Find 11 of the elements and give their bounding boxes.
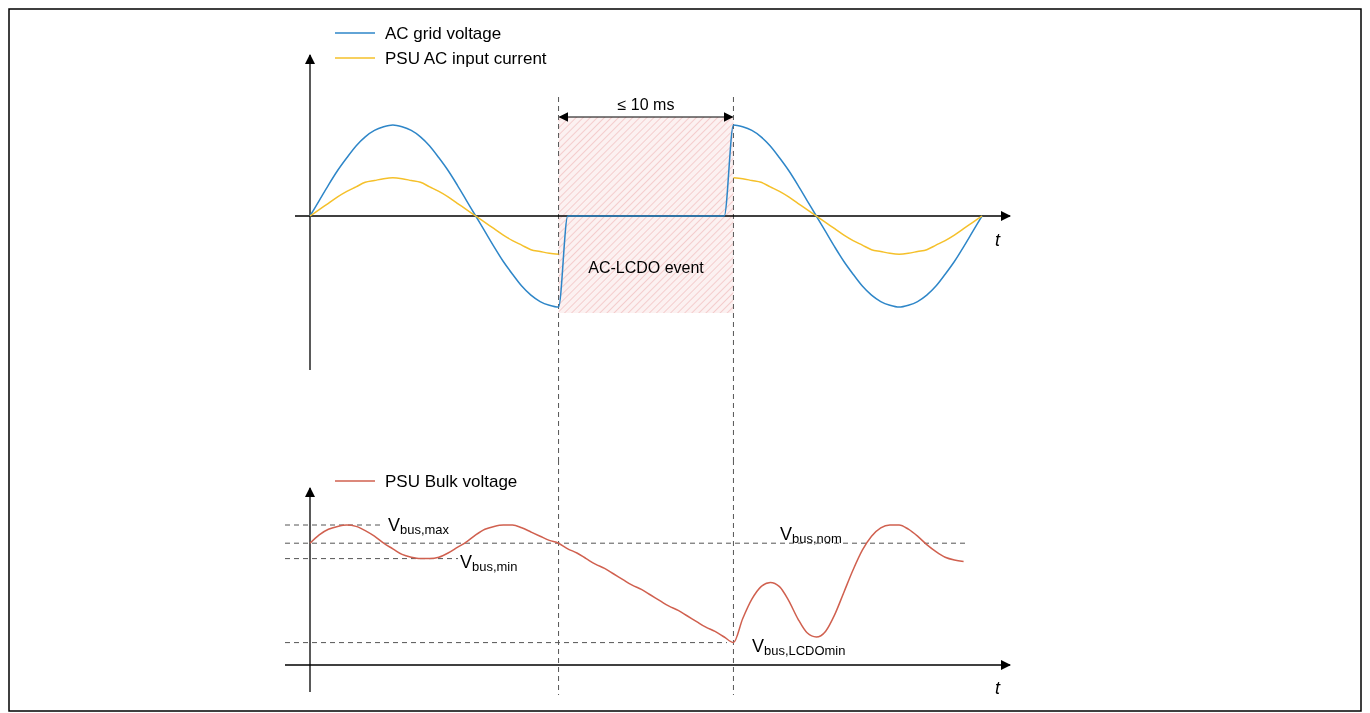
x-axis-title: t <box>995 230 1001 250</box>
text: ≤ 10 ms <box>617 96 675 113</box>
ref-line-label: V$_{bus,nom}$ <box>780 524 842 547</box>
ref-line-label: V$_{bus,max}$ <box>388 515 450 538</box>
legend-label: PSU AC input current <box>385 49 547 68</box>
legend-label: AC grid voltage <box>385 24 502 43</box>
legend-label: PSU Bulk voltage <box>385 472 518 491</box>
x-axis-title: t <box>995 678 1001 698</box>
annotation: AC-LCDO event <box>588 259 705 276</box>
ref-line-label: V$_{bus,LCDOmin}$ <box>752 636 846 659</box>
ref-line-label: V$_{bus,min}$ <box>460 552 518 575</box>
